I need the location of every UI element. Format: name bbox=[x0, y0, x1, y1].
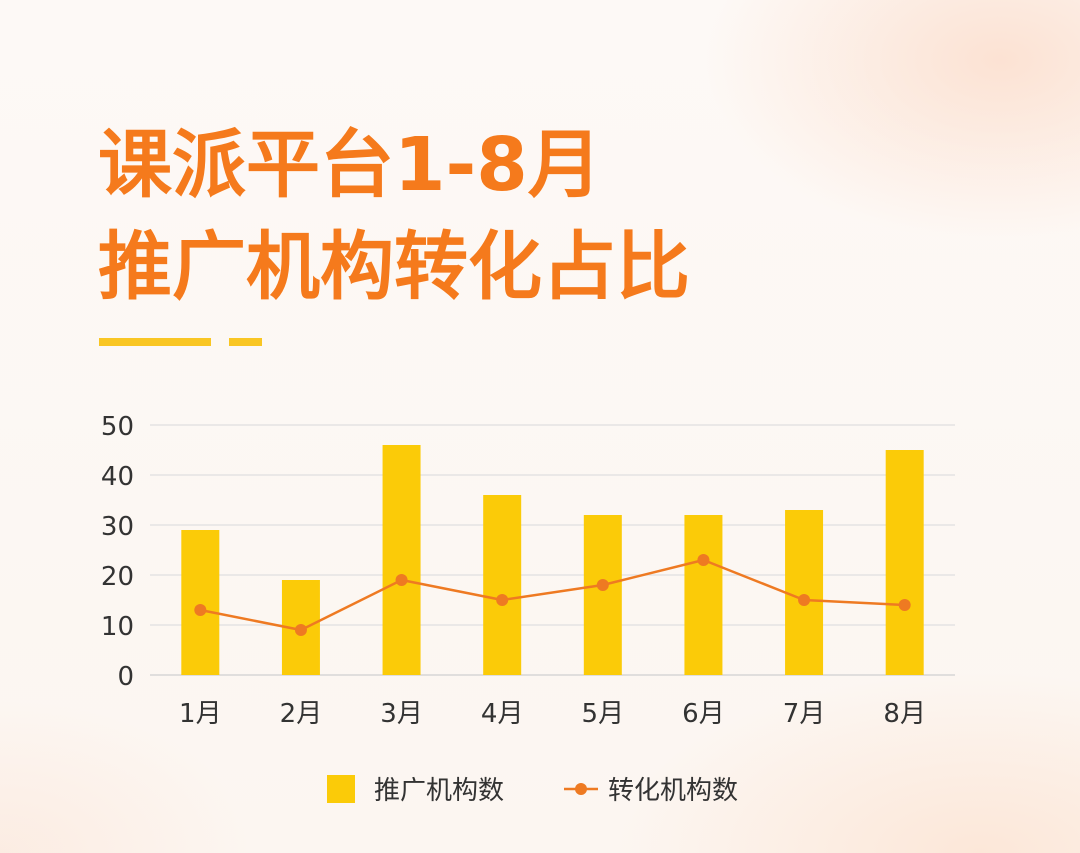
y-axis-ticks: 0 10 20 30 40 50 bbox=[101, 412, 134, 692]
y-tick-label: 50 bbox=[101, 412, 134, 442]
line-point-7月 bbox=[798, 594, 811, 606]
y-tick-label: 30 bbox=[101, 512, 134, 542]
x-tick-label: 8月 bbox=[883, 699, 926, 729]
line-point-8月 bbox=[898, 599, 911, 611]
x-tick-label: 2月 bbox=[280, 699, 323, 729]
x-tick-label: 6月 bbox=[682, 699, 725, 729]
x-axis-ticks: 1月 2月 3月 4月 5月 6月 7月 8月 bbox=[179, 699, 926, 729]
title-accent-bar-short bbox=[229, 338, 262, 346]
page-title-line-1: 课派平台1-8月 bbox=[98, 122, 602, 208]
bar-series-推广机构数 bbox=[181, 445, 924, 675]
y-tick-label: 40 bbox=[101, 462, 134, 492]
chart-legend: 推广机构数 转化机构数 bbox=[327, 775, 738, 806]
y-tick-label: 20 bbox=[101, 562, 134, 592]
title-accent-bar-long bbox=[99, 338, 211, 346]
bar-3月 bbox=[382, 445, 421, 675]
y-tick-label: 0 bbox=[117, 662, 134, 692]
x-tick-label: 5月 bbox=[582, 699, 625, 729]
legend-swatch-bar bbox=[327, 775, 355, 803]
bar-8月 bbox=[885, 450, 924, 675]
line-point-5月 bbox=[596, 579, 609, 591]
x-tick-label: 3月 bbox=[380, 699, 423, 729]
chart-gridlines bbox=[150, 424, 955, 676]
page-title-line-2: 推广机构转化占比 bbox=[98, 224, 690, 310]
line-point-6月 bbox=[697, 554, 710, 566]
line-path bbox=[200, 558, 905, 632]
bar-5月 bbox=[583, 515, 622, 675]
bar-1月 bbox=[181, 530, 220, 675]
bar-7月 bbox=[785, 510, 824, 675]
legend-swatch-line-marker bbox=[575, 783, 587, 795]
bar-4月 bbox=[483, 495, 522, 675]
legend-label-bar: 推广机构数 bbox=[374, 776, 504, 806]
x-tick-label: 4月 bbox=[481, 699, 524, 729]
x-tick-label: 1月 bbox=[179, 699, 222, 729]
x-tick-label: 7月 bbox=[783, 699, 826, 729]
line-point-2月 bbox=[294, 624, 307, 636]
line-point-3月 bbox=[395, 574, 408, 586]
line-point-4月 bbox=[496, 594, 509, 606]
legend-label-line: 转化机构数 bbox=[608, 776, 738, 806]
line-point-1月 bbox=[194, 604, 207, 616]
bar-6月 bbox=[684, 515, 723, 675]
y-tick-label: 10 bbox=[101, 612, 134, 642]
line-series-转化机构数 bbox=[194, 554, 911, 636]
